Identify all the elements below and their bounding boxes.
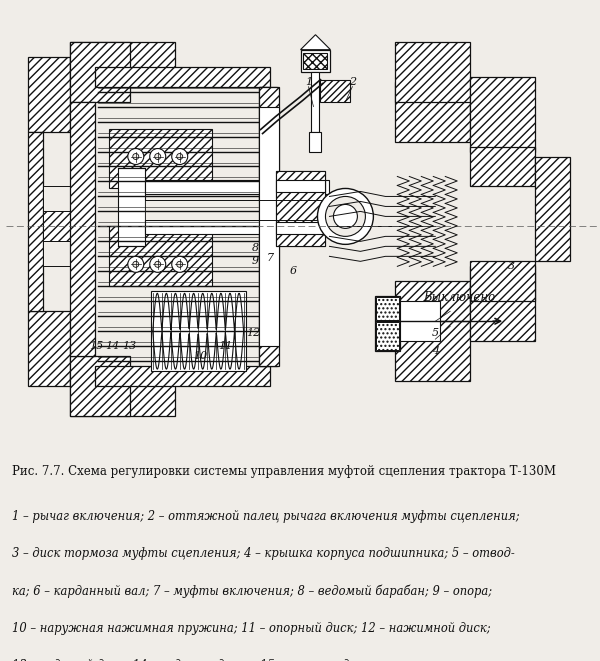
Bar — [259, 87, 278, 366]
Text: 12: 12 — [247, 329, 261, 338]
Bar — [95, 366, 269, 386]
Bar — [470, 147, 535, 186]
Text: 14: 14 — [106, 341, 120, 351]
Circle shape — [128, 256, 144, 272]
Bar — [95, 67, 269, 87]
Text: 5: 5 — [432, 329, 439, 338]
Bar — [535, 157, 570, 261]
Text: 6: 6 — [290, 266, 297, 276]
Bar — [70, 42, 175, 87]
Bar — [376, 321, 400, 351]
Bar — [109, 128, 212, 188]
Bar — [376, 296, 400, 321]
Circle shape — [155, 261, 161, 267]
Bar — [43, 212, 70, 241]
Text: 13 – ведущий диск; 14 – ведомые диски; 15 – маховик двигателя: 13 – ведущий диск; 14 – ведомые диски; 1… — [12, 659, 409, 661]
Bar — [395, 282, 470, 341]
Text: 10 – наружная нажимная пружина; 11 – опорный диск; 12 – нажимной диск;: 10 – наружная нажимная пружина; 11 – опо… — [12, 622, 491, 635]
Bar — [145, 180, 329, 194]
Text: 11: 11 — [218, 341, 233, 351]
Circle shape — [150, 149, 166, 165]
Bar — [304, 53, 328, 69]
Text: ка; 6 – карданный вал; 7 – муфты включения; 8 – ведомый барабан; 9 – опора;: ка; 6 – карданный вал; 7 – муфты включен… — [12, 584, 492, 598]
Circle shape — [172, 149, 188, 165]
Bar — [109, 226, 212, 286]
Text: 10: 10 — [194, 351, 208, 361]
Text: 3: 3 — [508, 261, 515, 271]
Text: Выключено: Выключено — [423, 292, 496, 304]
Bar — [118, 169, 145, 247]
Bar — [28, 132, 43, 311]
Bar — [70, 356, 130, 416]
Bar — [395, 82, 470, 141]
Bar — [118, 139, 203, 173]
Circle shape — [128, 149, 144, 165]
Bar — [28, 57, 70, 132]
Text: 4: 4 — [432, 346, 439, 356]
Bar — [70, 42, 130, 102]
Bar — [275, 180, 325, 192]
Bar — [311, 71, 319, 132]
Bar — [28, 311, 70, 386]
Bar — [395, 42, 470, 102]
Circle shape — [155, 153, 161, 159]
Text: 3 – диск тормоза муфты сцепления; 4 – крышка корпуса подшипника; 5 – отвод-: 3 – диск тормоза муфты сцепления; 4 – кр… — [12, 547, 515, 560]
Text: 8: 8 — [252, 243, 259, 253]
Bar — [70, 102, 95, 356]
Bar — [301, 50, 331, 71]
Text: Рис. 7.7. Схема регулировки системы управления муфтой сцепления трактора Т-130М: Рис. 7.7. Схема регулировки системы упра… — [12, 465, 556, 479]
Text: 1: 1 — [305, 77, 312, 87]
Bar — [395, 321, 470, 381]
Text: 15: 15 — [89, 341, 103, 351]
Bar — [118, 139, 203, 173]
Bar — [275, 171, 325, 247]
Text: 1 – рычаг включения; 2 – оттяжной палец рычага включения муфты сцепления;: 1 – рычаг включения; 2 – оттяжной палец … — [12, 510, 520, 523]
Bar — [376, 297, 400, 320]
Bar — [259, 106, 278, 346]
Bar — [43, 186, 70, 266]
Bar — [275, 222, 325, 235]
Bar — [400, 301, 440, 341]
Circle shape — [133, 261, 139, 267]
Bar — [145, 200, 329, 220]
Bar — [259, 87, 277, 366]
Text: 2: 2 — [349, 77, 356, 87]
Bar — [275, 171, 325, 247]
Circle shape — [150, 256, 166, 272]
Circle shape — [334, 204, 358, 229]
Bar — [43, 212, 70, 241]
Bar — [376, 322, 400, 350]
Bar — [145, 220, 329, 235]
Circle shape — [317, 188, 373, 245]
Bar — [470, 266, 535, 341]
Bar — [470, 261, 535, 301]
Bar — [151, 292, 245, 371]
Bar — [470, 77, 535, 151]
Bar — [310, 132, 322, 151]
Text: 13: 13 — [122, 341, 137, 351]
Bar — [118, 247, 203, 282]
Text: 7: 7 — [267, 253, 274, 263]
Circle shape — [177, 153, 183, 159]
Bar — [70, 371, 175, 416]
Circle shape — [172, 256, 188, 272]
Bar — [320, 79, 350, 102]
Polygon shape — [301, 35, 331, 50]
Circle shape — [133, 153, 139, 159]
Bar — [118, 247, 203, 282]
Circle shape — [177, 261, 183, 267]
Text: 9: 9 — [252, 256, 259, 266]
Circle shape — [325, 196, 365, 237]
